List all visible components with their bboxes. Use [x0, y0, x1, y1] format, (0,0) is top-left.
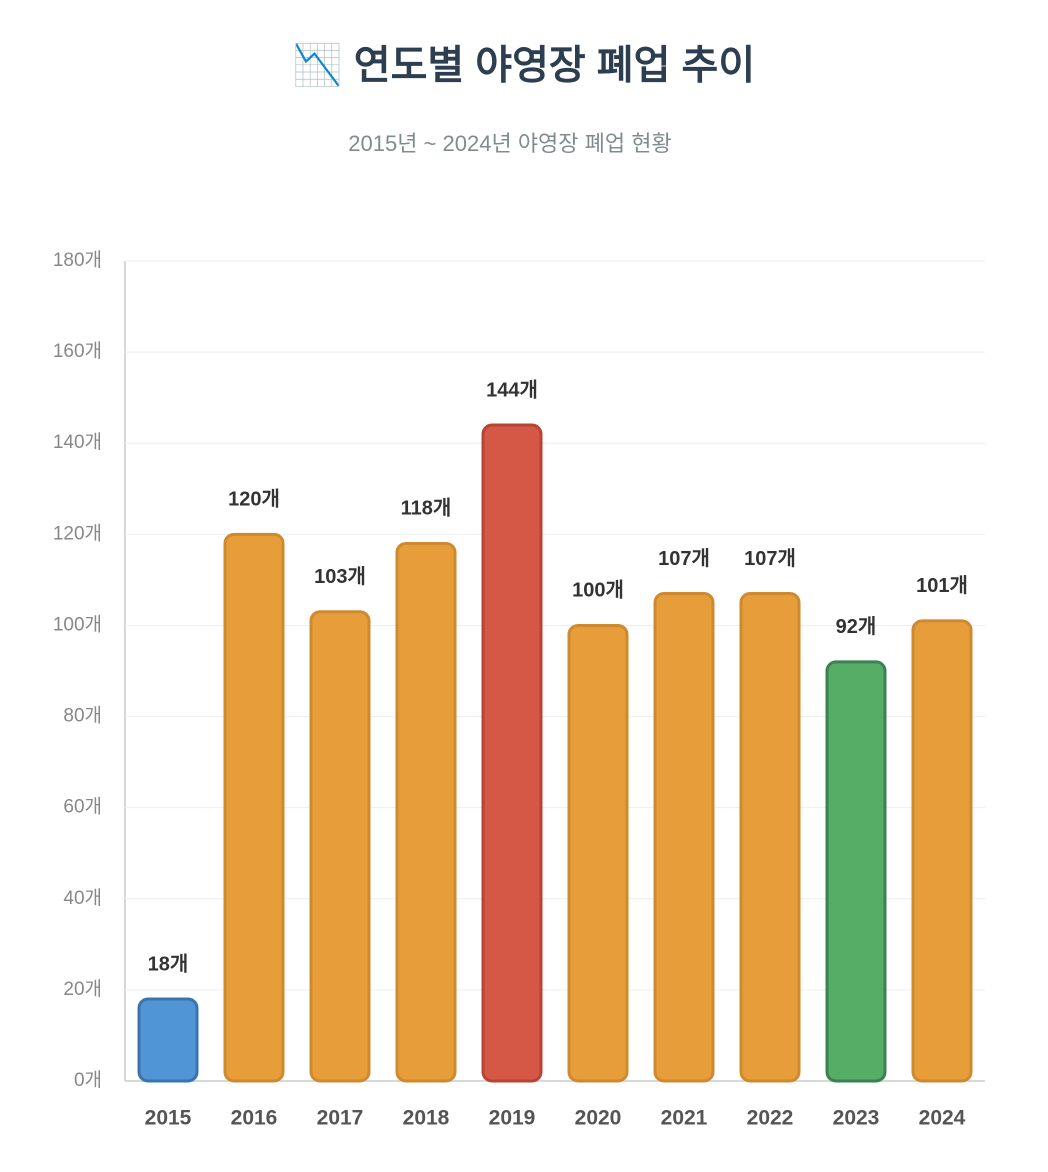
x-tick-label: 2024: [919, 1107, 966, 1130]
value-label: 18개: [148, 952, 189, 975]
bar: [567, 623, 629, 1083]
y-tick-label: 180개: [53, 249, 102, 271]
x-tick-label: 2016: [231, 1107, 278, 1130]
x-tick-label: 2022: [747, 1107, 794, 1130]
bar: [911, 619, 973, 1083]
bar: [739, 592, 801, 1083]
x-tick-label: 2020: [575, 1107, 622, 1130]
bar: [137, 997, 199, 1083]
x-tick-label: 2018: [403, 1107, 450, 1130]
value-label: 92개: [836, 615, 877, 638]
bar: [653, 592, 715, 1083]
y-tick-label: 20개: [63, 978, 102, 1000]
value-label: 101개: [916, 574, 968, 597]
value-label: 103개: [314, 565, 366, 588]
value-label: 107개: [744, 547, 796, 570]
chart-subtitle: 2015년 ~ 2024년 야영장 폐업 현황: [348, 131, 671, 156]
value-label: 118개: [401, 497, 452, 520]
value-label: 107개: [658, 547, 710, 570]
x-tick-label: 2019: [489, 1107, 536, 1130]
bar: [395, 541, 457, 1083]
chart-title: 📉 연도별 야영장 폐업 추이: [293, 42, 755, 88]
bar: [481, 423, 543, 1083]
y-tick-label: 80개: [63, 705, 102, 727]
value-label: 100개: [572, 579, 624, 602]
x-tick-label: 2017: [317, 1107, 364, 1130]
bar: [223, 532, 285, 1083]
x-tick-label: 2015: [145, 1107, 192, 1130]
x-tick-label: 2021: [661, 1107, 708, 1130]
x-tick-label: 2023: [833, 1107, 880, 1130]
y-tick-label: 140개: [53, 431, 102, 453]
y-tick-label: 40개: [63, 887, 102, 909]
y-tick-label: 120개: [53, 522, 102, 544]
bar: [825, 660, 887, 1083]
y-tick-label: 60개: [63, 796, 102, 818]
y-tick-label: 100개: [53, 613, 102, 635]
y-tick-label: 160개: [53, 340, 102, 362]
y-tick-label: 0개: [74, 1069, 102, 1091]
value-label: 144개: [486, 378, 538, 401]
bar: [309, 610, 371, 1083]
value-label: 120개: [228, 488, 280, 511]
